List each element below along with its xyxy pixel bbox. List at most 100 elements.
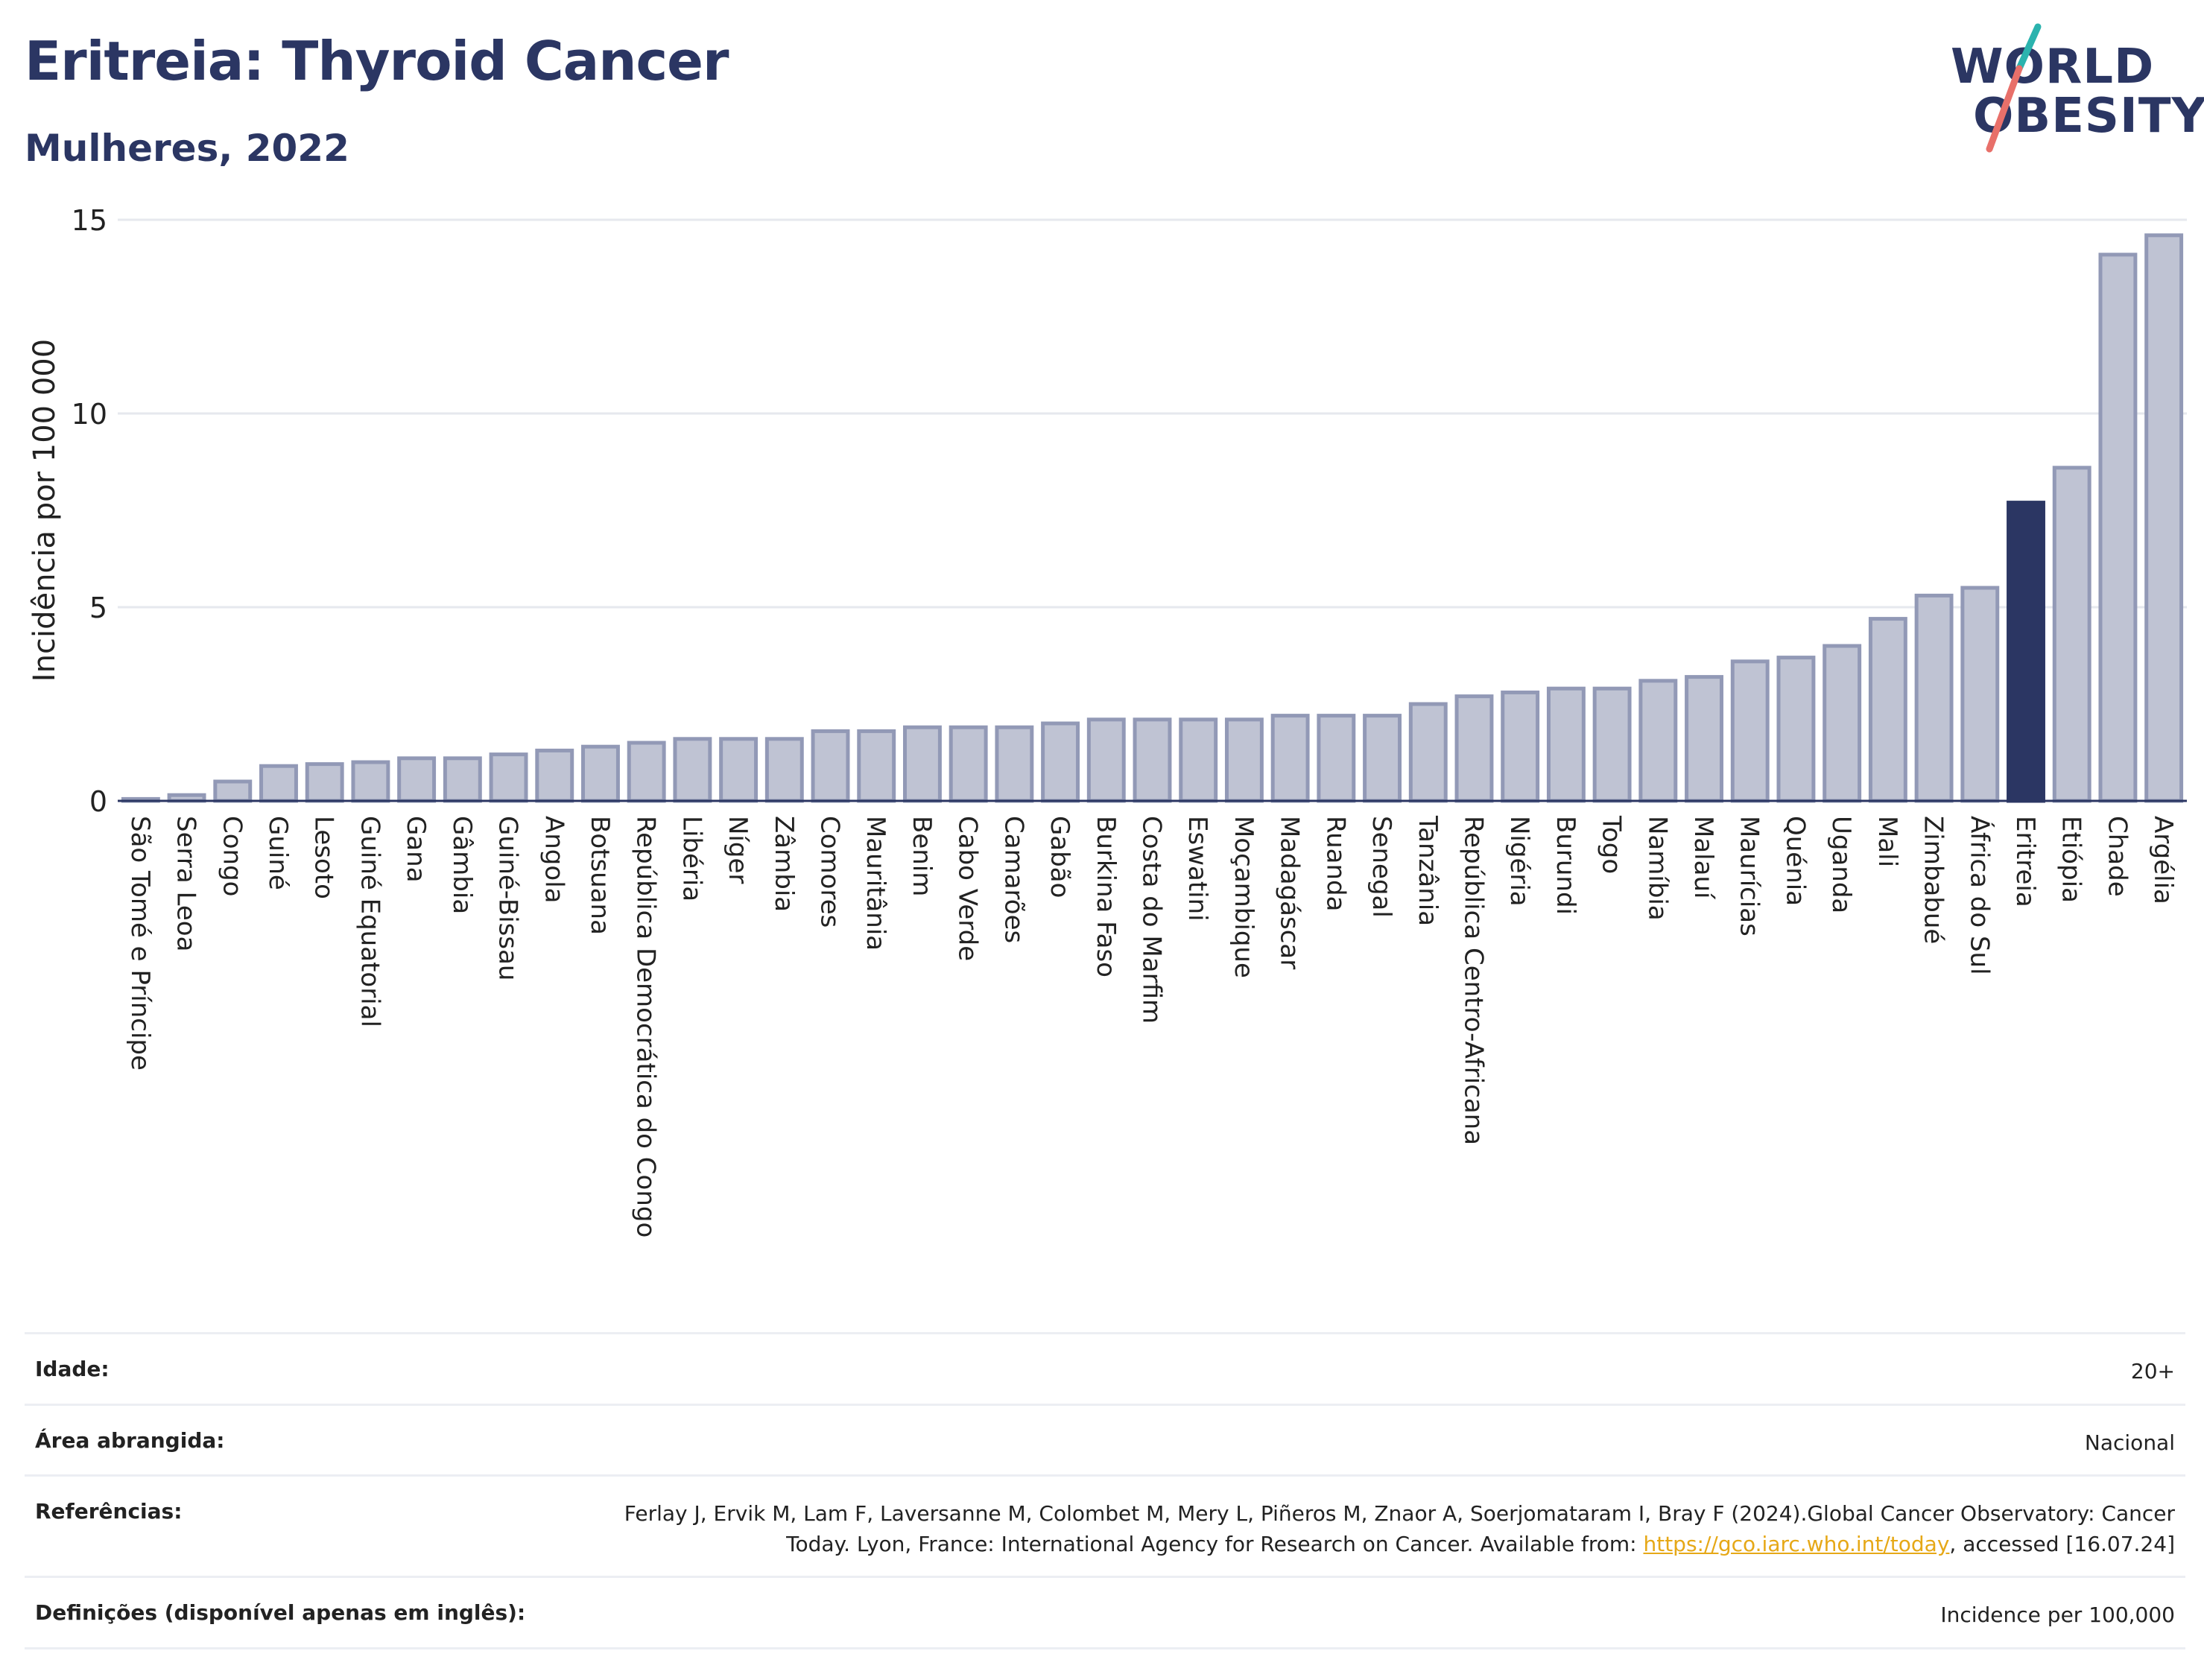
bar: [1776, 656, 1816, 803]
bar: [1546, 686, 1586, 803]
x-tick-label: Eswatini: [1182, 816, 1212, 922]
x-tick-label: Malauí: [1688, 816, 1718, 900]
bar: [2052, 466, 2091, 803]
x-tick-label: São Tomé e Príncipe: [125, 816, 155, 1071]
bar: [489, 752, 528, 803]
chart-subtitle: Mulheres, 2022: [25, 127, 349, 170]
bar: [535, 748, 574, 803]
x-tick-label: Nigéria: [1504, 816, 1534, 907]
x-tick-label: Gana: [401, 816, 431, 883]
bar: [397, 756, 437, 803]
x-tick-label: Angola: [539, 816, 569, 903]
world-obesity-logo[interactable]: WORLD OBESITY: [1945, 22, 2204, 156]
bar: [811, 729, 850, 803]
bar: [1960, 586, 2000, 803]
bar: [1868, 617, 1907, 803]
bar: [2007, 501, 2045, 803]
bar: [902, 725, 942, 803]
y-tick-label: 15: [72, 204, 107, 237]
definitions-value: Incidence per 100,000: [1940, 1603, 2175, 1628]
x-tick-label: Argélia: [2148, 816, 2178, 904]
bar: [305, 762, 344, 803]
x-tick-label: Chade: [2102, 816, 2132, 897]
y-tick-label: 5: [89, 592, 107, 624]
y-tick-label: 0: [89, 785, 107, 818]
bar: [2098, 253, 2138, 803]
x-tick-label: Guiné Equatorial: [355, 816, 384, 1027]
bar: [1454, 694, 1494, 803]
x-tick-label: Zâmbia: [769, 816, 799, 912]
bar: [627, 741, 666, 803]
logo-slash-icon: [1986, 23, 2042, 153]
x-tick-label: Etiópia: [2056, 816, 2086, 903]
bar: [1179, 717, 1218, 803]
bar: [1086, 717, 1126, 803]
references-text: Ferlay J, Ervik M, Lam F, Laversanne M, …: [624, 1501, 2175, 1556]
bar: [443, 756, 482, 803]
bar-chart: 0 5 10 15 Incidência por 100 000 São Tomé e P…: [28, 204, 2187, 1237]
x-tick-label: Benim: [907, 816, 937, 896]
logo-line-1: WORLD: [1951, 39, 2155, 95]
x-tick-label: Tanzânia: [1413, 815, 1443, 926]
x-tick-label: Zimbabué: [1919, 816, 1948, 944]
x-tick-label: Quénia: [1780, 816, 1810, 906]
references-label: Referências:: [35, 1499, 183, 1524]
x-tick-label: África do Sul: [1964, 816, 1995, 975]
x-tick-label: República Democrática do Congo: [631, 816, 661, 1237]
x-tick-label: Moçambique: [1229, 816, 1258, 978]
bar: [351, 760, 390, 803]
bar: [857, 729, 896, 803]
logo-line-2: OBESITY: [1973, 89, 2204, 144]
bar: [1592, 686, 1632, 803]
x-tick-label: Madagáscar: [1275, 816, 1305, 969]
x-tick-label: Senegal: [1367, 816, 1396, 918]
x-tick-label: Lesoto: [309, 816, 339, 899]
bar: [581, 744, 620, 803]
bar: [1730, 659, 1770, 803]
x-tick-label: Mauritânia: [861, 816, 890, 951]
x-tick-label: Burkina Faso: [1091, 816, 1121, 977]
x-tick-label: Níger: [723, 816, 753, 884]
x-tick-label: Gabão: [1045, 816, 1074, 898]
x-tick-label: Togo: [1597, 815, 1627, 874]
area-value: Nacional: [2084, 1430, 2175, 1455]
bar: [764, 737, 804, 803]
x-tick-label: Guiné-Bissau: [493, 816, 523, 980]
y-tick-label: 10: [72, 398, 107, 431]
bar: [1317, 714, 1356, 803]
x-tick-label: Serra Leoa: [171, 816, 201, 951]
x-tick-label: Guiné: [263, 816, 293, 890]
x-tick-label: Mali: [1872, 816, 1902, 867]
bar: [1363, 714, 1402, 803]
age-label: Idade:: [35, 1357, 110, 1381]
x-tick-label: Namíbia: [1642, 816, 1672, 921]
area-label: Área abrangida:: [35, 1427, 225, 1453]
x-tick-label: Botsuana: [585, 816, 615, 935]
bar: [2144, 233, 2184, 803]
bar: [1638, 679, 1678, 803]
bar: [1041, 721, 1080, 803]
x-tick-label: Gâmbia: [447, 816, 477, 914]
info-row-references: Referências: Ferlay J, Ervik M, Lam F, L…: [25, 1474, 2185, 1576]
age-value: 20+: [2130, 1359, 2175, 1383]
x-tick-label: Eritreia: [2010, 816, 2040, 907]
x-tick-label: Congo: [217, 816, 247, 896]
bar: [1823, 644, 1862, 803]
bar: [1501, 690, 1540, 803]
bar: [719, 737, 759, 803]
bar: [1408, 702, 1448, 803]
bar: [213, 779, 253, 803]
x-tick-label: Uganda: [1826, 816, 1856, 913]
bar: [673, 737, 712, 803]
bar: [1133, 717, 1172, 803]
x-tick-label: Comores: [815, 816, 845, 928]
x-tick-label: Ruanda: [1320, 816, 1350, 911]
references-link[interactable]: https://gco.iarc.who.int/today: [1643, 1531, 1950, 1556]
x-tick-label: Costa do Marfim: [1137, 816, 1167, 1024]
info-table: Idade: 20+ Área abrangida: Nacional Refe…: [25, 1332, 2185, 1649]
bar: [1914, 593, 1954, 803]
bar: [1224, 717, 1264, 803]
info-row-age: Idade: 20+: [25, 1332, 2185, 1404]
x-tick-label: Cabo Verde: [953, 816, 983, 961]
bar: [1270, 714, 1310, 803]
